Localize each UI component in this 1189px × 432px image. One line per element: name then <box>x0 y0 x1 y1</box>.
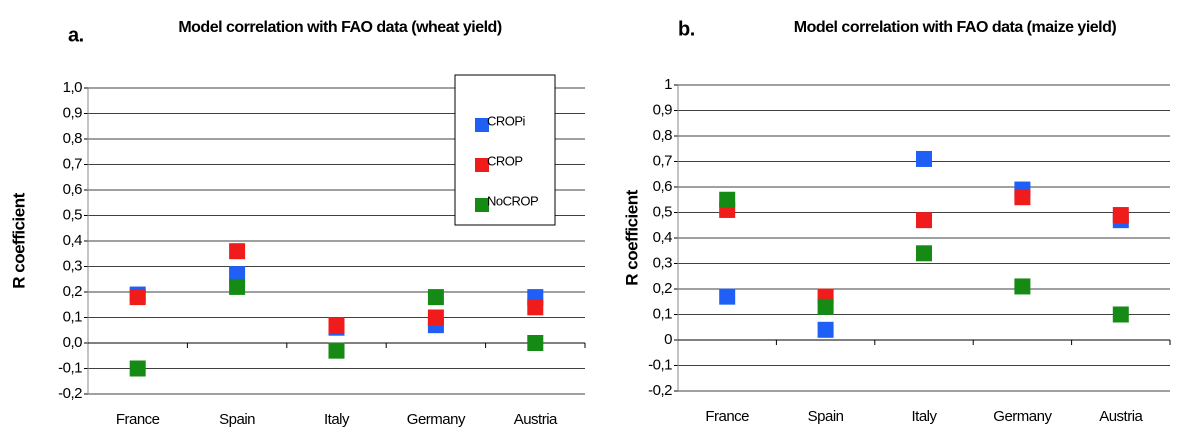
marker <box>1014 278 1031 295</box>
y-tick-label: 0,3 <box>63 257 83 274</box>
chart-title: Model correlation with FAO data (wheat y… <box>178 19 501 36</box>
y-tick-label: 0,8 <box>63 130 83 147</box>
y-tick-label: 0,3 <box>653 254 673 271</box>
legend-box <box>454 74 556 226</box>
marker <box>1014 189 1031 206</box>
x-tick-label: Spain <box>219 411 255 428</box>
marker <box>427 309 444 326</box>
y-tick-label: -0,1 <box>648 356 672 373</box>
marker <box>719 288 736 305</box>
marker <box>527 299 544 316</box>
marker <box>129 360 146 377</box>
marker <box>427 289 444 306</box>
y-tick-label: 0,0 <box>63 334 83 351</box>
x-tick-label: Italy <box>911 408 937 425</box>
y-axis-label: R coefficient <box>9 192 28 288</box>
marker <box>817 298 834 315</box>
chart-title: Model correlation with FAO data (maize y… <box>794 19 1117 36</box>
marker <box>129 289 146 306</box>
y-tick-label: 0,2 <box>63 283 83 300</box>
legend-label: CROPi <box>487 113 526 128</box>
y-tick-label: 1,0 <box>63 79 83 96</box>
y-tick-label: 0,1 <box>653 305 673 322</box>
y-tick-label: 0,2 <box>653 280 673 297</box>
y-tick-label: 0,6 <box>653 178 673 195</box>
marker <box>328 342 345 359</box>
panel-label: a. <box>68 24 84 46</box>
marker <box>916 150 932 167</box>
y-tick-label: 0,1 <box>63 308 83 325</box>
marker <box>916 212 932 229</box>
y-tick-label: 0,5 <box>653 203 673 220</box>
marker <box>719 191 736 208</box>
marker <box>817 321 834 338</box>
y-tick-label: 1 <box>664 76 672 93</box>
marker <box>229 266 246 283</box>
legend-swatch <box>475 118 489 132</box>
y-tick-label: 0,4 <box>653 229 673 246</box>
x-tick-label: Italy <box>324 411 350 428</box>
y-tick-label: 0,7 <box>63 155 83 172</box>
y-tick-label: 0,6 <box>63 181 83 198</box>
y-tick-label: 0,9 <box>653 101 673 118</box>
y-axis-label: R coefficient <box>622 189 641 285</box>
x-tick-label: Austria <box>514 411 558 428</box>
y-tick-label: -0,2 <box>58 385 82 402</box>
y-tick-label: 0,7 <box>653 152 673 169</box>
x-tick-label: Spain <box>808 408 844 425</box>
legend-label: CROP <box>487 153 523 168</box>
y-tick-label: 0,8 <box>653 127 673 144</box>
marker <box>328 317 345 334</box>
marker <box>229 243 246 260</box>
marker <box>1112 306 1129 323</box>
marker <box>1112 207 1129 224</box>
legend-swatch <box>475 198 489 212</box>
marker <box>229 278 246 295</box>
legend-label: NoCROP <box>487 193 538 208</box>
y-tick-label: 0,4 <box>63 232 83 249</box>
y-tick-label: 0,9 <box>63 104 83 121</box>
y-tick-label: -0,2 <box>648 382 672 399</box>
x-tick-label: France <box>116 411 160 428</box>
x-tick-label: Germany <box>993 408 1052 425</box>
x-tick-label: Germany <box>407 411 466 428</box>
y-tick-label: -0,1 <box>58 359 82 376</box>
x-tick-label: France <box>705 408 749 425</box>
panel-label: b. <box>678 18 695 40</box>
y-tick-label: 0 <box>664 331 672 348</box>
legend-swatch <box>475 158 489 172</box>
marker <box>916 245 932 262</box>
x-tick-label: Austria <box>1099 408 1143 425</box>
marker <box>527 335 544 351</box>
y-tick-label: 0,5 <box>63 206 83 223</box>
